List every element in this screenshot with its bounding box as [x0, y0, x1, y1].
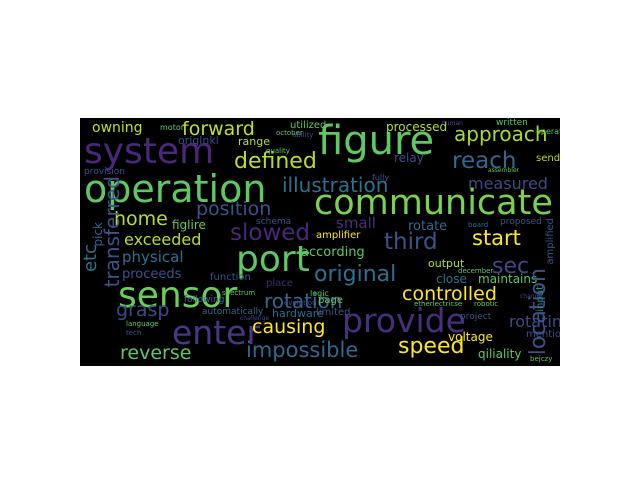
word-fully: fully [372, 173, 390, 182]
word-december: december [458, 267, 494, 275]
word-slowed: slowed [230, 220, 311, 246]
word-communicate: communicate [314, 183, 553, 223]
word-proceeds: proceeds [122, 267, 182, 282]
word-operational: operational [536, 127, 560, 136]
word-system: system [84, 131, 215, 172]
word-port: port [236, 239, 310, 280]
word-assembler: assembler [488, 167, 520, 174]
word-reverse: reverse [120, 342, 192, 364]
word-owning: owning [92, 120, 143, 136]
word-page: page [318, 295, 343, 306]
word-cloud: figure system operation communicate port… [80, 118, 560, 366]
word-hardware: hardware [272, 307, 324, 320]
word-following: following [184, 295, 225, 305]
word-maintains: maintains [478, 272, 538, 286]
word-position: position [196, 198, 272, 220]
word-location: transferred [100, 176, 124, 288]
word-reach: reach [452, 148, 517, 174]
word-change: change [520, 293, 543, 300]
word-october: october [276, 129, 303, 137]
word-input: input [535, 286, 546, 312]
word-provision: provision [84, 167, 125, 177]
word-place: place [266, 278, 293, 289]
word-close: close [436, 272, 467, 286]
word-rotate: rotate [408, 219, 448, 234]
word-start: start [472, 226, 521, 250]
word-sec: sec [492, 254, 530, 279]
word-impossible: impossible [246, 338, 359, 362]
word-illustration: illustration [282, 173, 389, 197]
word-physical: physical [122, 248, 184, 266]
word-pick: pick [91, 222, 105, 247]
word-home: home [114, 208, 168, 230]
word-measured: measured [468, 174, 548, 193]
word-transferred: etc [80, 244, 101, 273]
word-written: written [496, 118, 528, 128]
word-relay: relay [394, 151, 424, 165]
word-bejczy: bejczy [530, 355, 553, 363]
word-spectrum: spectrum [222, 289, 256, 297]
word-output: output [428, 257, 465, 270]
word-utilized: utilized [290, 120, 327, 131]
word-ability: ability [292, 131, 314, 139]
word-third: third [384, 229, 438, 255]
word-forward: forward [182, 118, 255, 140]
word-board: board [468, 221, 489, 229]
word-range: range [238, 135, 270, 148]
word-original: original [314, 262, 397, 287]
word-etherlectricse: etherlectricse [414, 300, 463, 308]
word-sensor: sensor [118, 275, 238, 316]
word-etc: rotating [509, 312, 560, 331]
word-amplifier: amplifier [316, 230, 361, 241]
word-language: language [126, 320, 159, 328]
word-automatically: automatically [202, 307, 264, 317]
word-logic: logic [310, 289, 329, 298]
word-exceeded: exceeded [124, 230, 202, 249]
word-provide: provide [342, 301, 466, 340]
word-controlled: controlled [402, 283, 497, 305]
word-approach: approach [454, 122, 548, 146]
word-sends: sends [536, 153, 560, 164]
word-human: human [442, 120, 463, 127]
word-grasp: grasp [116, 299, 170, 321]
word-project: project [460, 312, 492, 322]
word-causing: causing [252, 316, 326, 338]
word-enter: enter [172, 313, 261, 352]
word-robotic: robotic [474, 300, 499, 308]
word-function: function [210, 272, 251, 283]
word-qiliality: qiliality [478, 347, 522, 361]
word-evolution: evolution [284, 299, 317, 307]
word-motor: motor [160, 123, 185, 132]
word-limited: limited [316, 307, 351, 318]
word-amplified: amplified [545, 218, 556, 265]
word-challenge: challenge [240, 315, 270, 322]
word-processed: processed [386, 120, 448, 134]
word-tech: tech [126, 329, 142, 337]
word-schema: schema [256, 217, 292, 227]
word-voltage: voltage [448, 330, 493, 344]
word-proposed: proposed [500, 217, 542, 227]
word-figure: figure [318, 118, 435, 164]
word-operation: operation [84, 167, 267, 211]
word-defined: defined [234, 149, 317, 174]
word-according: according [301, 245, 365, 260]
word-origlnkl: origlnkl [178, 134, 219, 147]
word-mentioned: mentioned [526, 329, 560, 340]
word-rotation: rotation [264, 289, 343, 313]
word-quality: quality [266, 147, 290, 155]
word-speed: speed [398, 334, 465, 359]
word-figlire: figlire [172, 218, 206, 232]
word-small: small [336, 214, 376, 232]
